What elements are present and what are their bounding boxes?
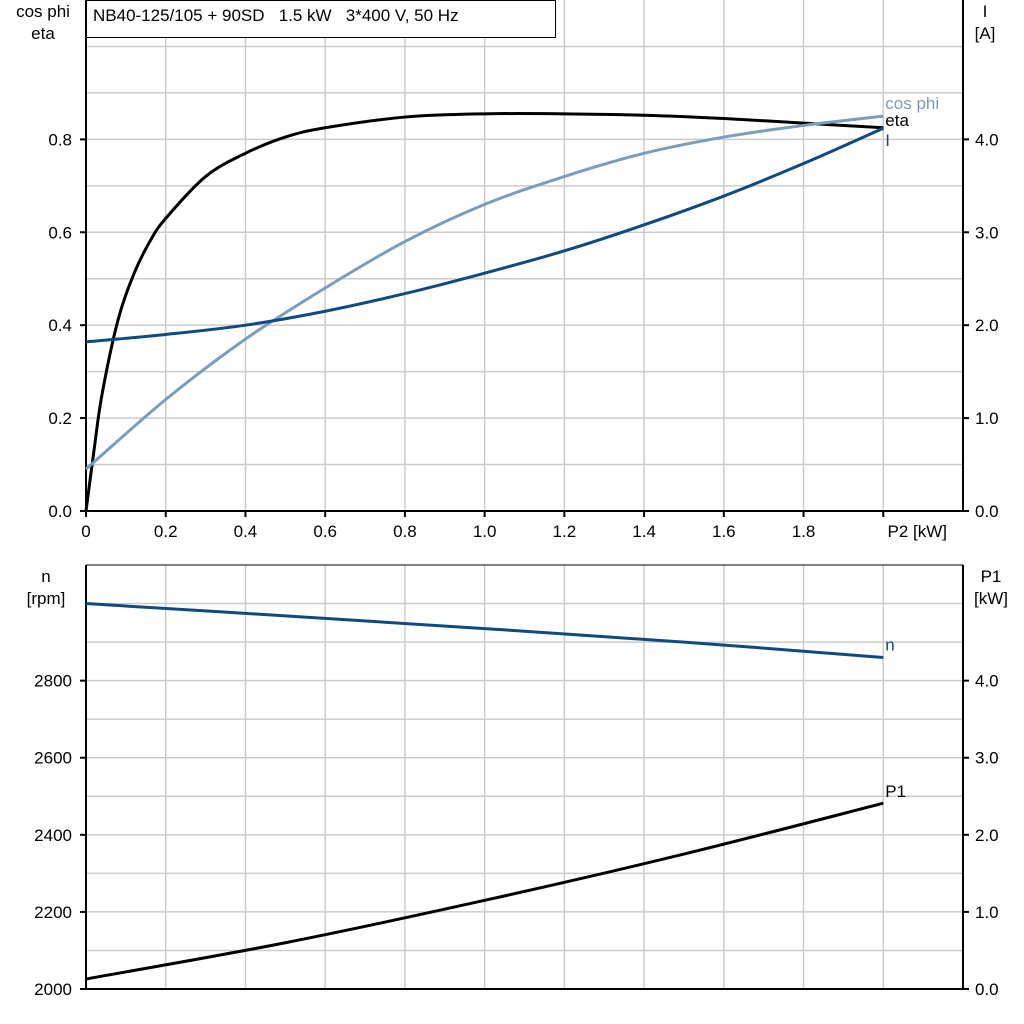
x-tick-label: 1.8 (792, 522, 816, 541)
x-tick-label: 1.0 (473, 522, 497, 541)
series-line-eta (84, 112, 884, 512)
series-line-n (85, 602, 884, 660)
left-axis-label: eta (31, 24, 55, 43)
x-tick-label: 1.4 (632, 522, 656, 541)
right-axis-label: [A] (975, 24, 996, 43)
series-label-n: n (885, 636, 894, 655)
right-tick-label: 3.0 (975, 749, 999, 768)
left-tick-label: 2000 (34, 980, 72, 999)
right-tick-label: 2.0 (975, 316, 999, 335)
right-tick-label: 0.0 (975, 980, 999, 999)
left-tick-label: 0.8 (48, 130, 72, 149)
x-axis-label: P2 [kW] (888, 522, 948, 541)
left-tick-label: 2200 (34, 903, 72, 922)
left-tick-label: 0.4 (48, 316, 72, 335)
left-tick-label: 2800 (34, 672, 72, 691)
right-axis-label: [kW] (974, 589, 1008, 608)
right-tick-label: 4.0 (975, 672, 999, 691)
right-tick-label: 2.0 (975, 826, 999, 845)
chart-title: NB40-125/105 + 90SD 1.5 kW 3*400 V, 50 H… (86, 0, 556, 38)
left-axis-label: [rpm] (27, 589, 66, 608)
series-line-cos-phi (85, 114, 884, 471)
series-label-i: I (885, 131, 890, 150)
right-tick-label: 0.0 (975, 502, 999, 521)
x-tick-label: 0 (81, 522, 90, 541)
left-tick-label: 2400 (34, 826, 72, 845)
right-tick-label: 4.0 (975, 130, 999, 149)
left-axis-label: n (41, 567, 50, 586)
left-tick-label: 0.0 (48, 502, 72, 521)
left-tick-label: 2600 (34, 749, 72, 768)
series-line-i (85, 126, 884, 344)
left-tick-label: 0.2 (48, 409, 72, 428)
series-label-eta: eta (885, 111, 909, 130)
x-tick-label: 0.2 (154, 522, 178, 541)
x-tick-label: 1.6 (712, 522, 736, 541)
series-label-cos-phi: cos phi (885, 94, 939, 113)
x-tick-label: 0.8 (393, 522, 417, 541)
right-tick-label: 1.0 (975, 903, 999, 922)
right-axis-label: P1 (981, 567, 1002, 586)
left-axis-label: cos phi (16, 2, 70, 21)
x-tick-label: 0.6 (313, 522, 337, 541)
series-label-p1: P1 (885, 782, 906, 801)
right-tick-label: 3.0 (975, 223, 999, 242)
right-tick-label: 1.0 (975, 409, 999, 428)
x-tick-label: 1.2 (553, 522, 577, 541)
x-tick-label: 0.4 (234, 522, 258, 541)
left-tick-label: 0.6 (48, 223, 72, 242)
right-axis-label: I (983, 2, 988, 21)
series-line-p1 (85, 801, 884, 981)
